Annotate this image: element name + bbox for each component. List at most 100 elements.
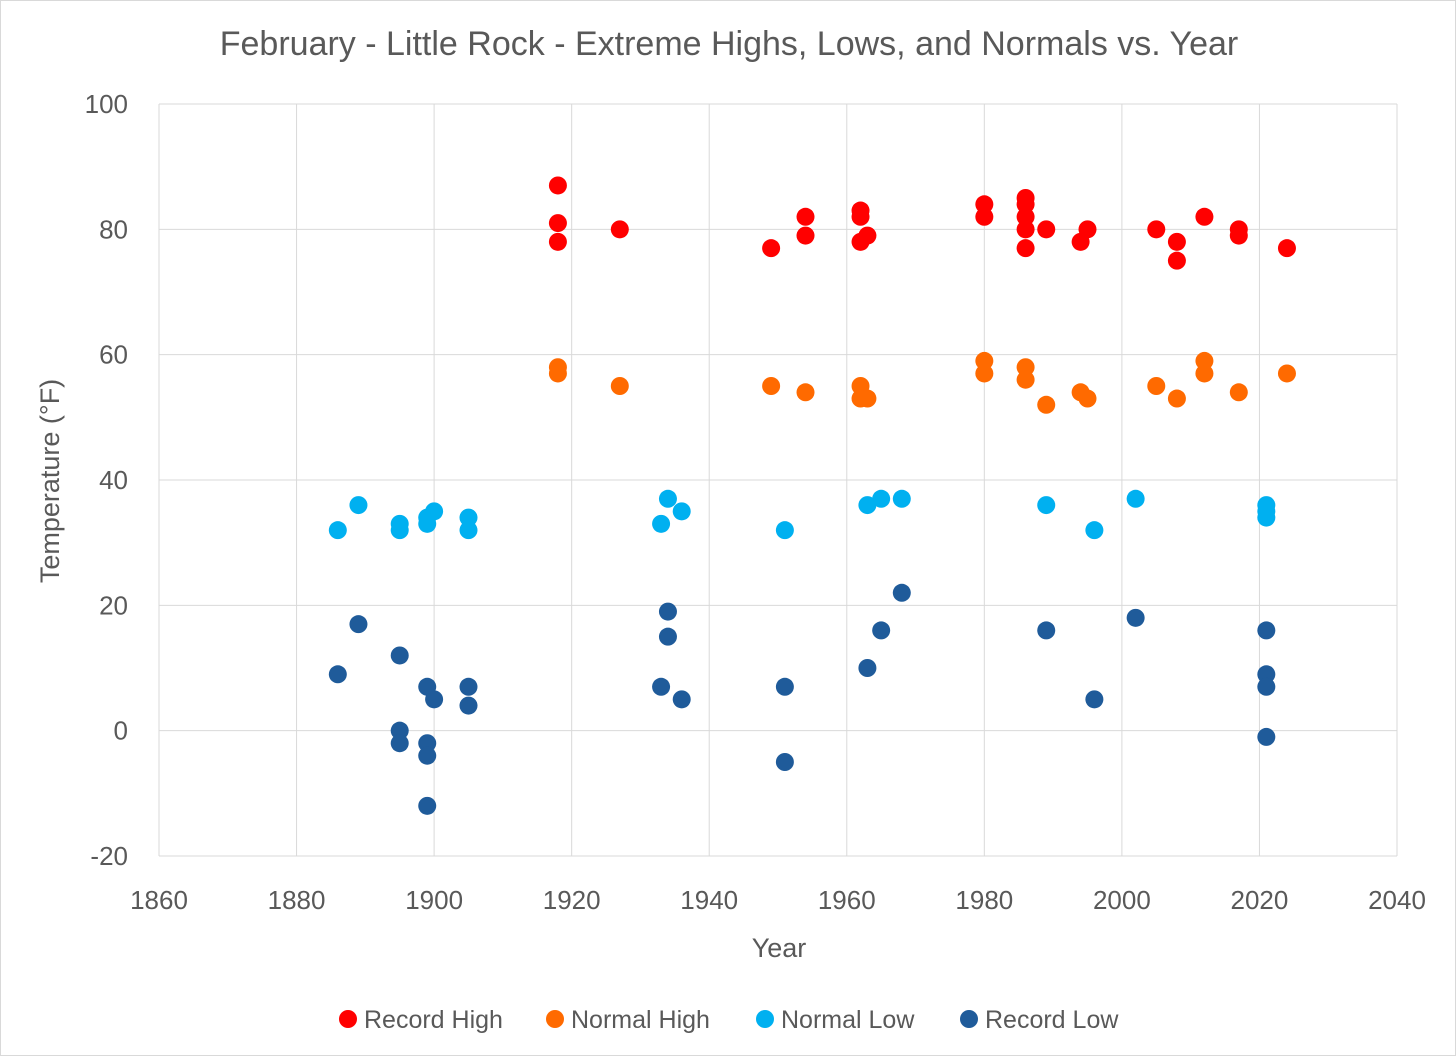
data-point xyxy=(1167,389,1186,408)
data-point xyxy=(1257,621,1276,640)
legend-marker xyxy=(339,1010,357,1028)
data-point xyxy=(349,496,368,515)
data-point xyxy=(872,489,891,508)
x-axis-ticks: 1860 1880 1900 1920 1940 1960 1980 2000 2020 2040 xyxy=(130,885,1426,915)
data-point xyxy=(390,521,409,540)
data-point xyxy=(1037,220,1056,239)
data-point xyxy=(858,496,877,515)
x-tick-label: 1980 xyxy=(955,885,1013,915)
data-point xyxy=(390,646,409,665)
series-record-high xyxy=(548,176,1296,270)
data-point xyxy=(1229,383,1248,402)
legend-marker xyxy=(546,1010,564,1028)
data-point xyxy=(1037,496,1056,515)
data-point xyxy=(1257,727,1276,746)
legend-item: Record Low xyxy=(960,1006,1119,1034)
data-point xyxy=(658,602,677,621)
y-tick-label: 100 xyxy=(85,89,128,119)
data-point xyxy=(610,220,629,239)
data-point xyxy=(328,665,347,684)
data-point xyxy=(1078,389,1097,408)
data-point xyxy=(851,207,870,226)
data-point xyxy=(1195,207,1214,226)
data-point xyxy=(858,389,877,408)
data-point xyxy=(672,690,691,709)
data-point xyxy=(975,207,994,226)
data-point xyxy=(858,659,877,677)
x-tick-label: 1860 xyxy=(130,885,188,915)
data-point xyxy=(1195,351,1214,370)
data-point xyxy=(1085,690,1104,709)
data-point xyxy=(1016,195,1035,214)
data-points xyxy=(328,176,1296,815)
data-point xyxy=(762,239,781,258)
data-point xyxy=(1016,358,1035,377)
data-point xyxy=(1195,364,1214,383)
x-tick-label: 1940 xyxy=(680,885,738,915)
data-point xyxy=(1277,364,1296,383)
chart-title: February - Little Rock - Extreme Highs, … xyxy=(220,25,1239,63)
data-point xyxy=(658,489,677,508)
data-point xyxy=(459,677,478,696)
x-tick-label: 2000 xyxy=(1093,885,1151,915)
data-point xyxy=(459,508,478,527)
data-point xyxy=(1016,370,1035,389)
data-point xyxy=(796,226,815,245)
x-axis-label: Year xyxy=(752,933,807,963)
data-point xyxy=(548,176,567,195)
data-point xyxy=(1147,220,1166,239)
data-point xyxy=(672,502,691,521)
data-point xyxy=(548,364,567,383)
data-point xyxy=(418,746,437,765)
data-point xyxy=(459,521,478,540)
data-point xyxy=(1037,395,1056,414)
data-point xyxy=(418,796,437,815)
legend-label: Record Low xyxy=(985,1006,1119,1034)
data-point xyxy=(1078,220,1097,239)
x-tick-label: 1920 xyxy=(543,885,601,915)
data-point xyxy=(1167,251,1186,270)
data-point xyxy=(1037,621,1056,640)
series-record-low xyxy=(328,583,1276,815)
legend-item: Normal Low xyxy=(756,1006,915,1034)
data-point xyxy=(1277,239,1296,258)
data-point xyxy=(328,521,347,540)
data-point xyxy=(1257,677,1276,696)
data-point xyxy=(610,377,629,395)
legend-item: Normal High xyxy=(546,1006,710,1034)
data-point xyxy=(652,514,671,533)
data-point xyxy=(548,232,567,251)
x-tick-label: 1880 xyxy=(268,885,326,915)
data-point xyxy=(1016,239,1035,258)
data-point xyxy=(425,502,444,521)
x-tick-label: 1900 xyxy=(405,885,463,915)
x-tick-label: 2040 xyxy=(1368,885,1426,915)
legend-item: Record High xyxy=(339,1006,503,1034)
data-point xyxy=(349,615,368,634)
data-point xyxy=(1257,508,1276,527)
data-point xyxy=(975,195,994,214)
data-point xyxy=(390,734,409,753)
y-axis-label: Temperature (°F) xyxy=(35,379,65,583)
data-point xyxy=(1126,608,1145,627)
data-point xyxy=(1167,232,1186,251)
data-point xyxy=(796,383,815,402)
legend-label: Normal High xyxy=(571,1006,710,1034)
data-point xyxy=(858,226,877,245)
data-point xyxy=(872,621,891,640)
data-point xyxy=(775,677,794,696)
data-point xyxy=(418,734,437,753)
data-point xyxy=(892,583,911,602)
y-tick-label: 40 xyxy=(99,465,128,495)
y-axis-ticks: -20 0 20 40 60 80 100 xyxy=(85,89,128,871)
gridlines xyxy=(158,103,1398,857)
data-point xyxy=(1016,220,1035,239)
data-point xyxy=(1229,226,1248,245)
data-point xyxy=(1016,207,1035,226)
data-point xyxy=(892,489,911,508)
y-tick-label: 80 xyxy=(99,214,128,244)
data-point xyxy=(762,377,781,395)
data-point xyxy=(652,677,671,696)
x-tick-label: 2020 xyxy=(1231,885,1289,915)
data-point xyxy=(796,207,815,226)
